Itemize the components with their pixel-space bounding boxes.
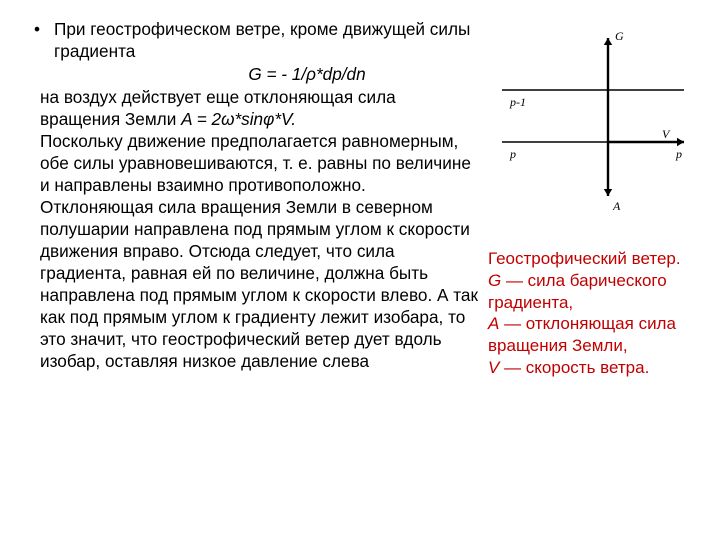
lead-text: При геострофическом ветре, кроме движуще… [54,19,470,61]
svg-text:V: V [662,127,671,141]
caption-v-desc: — скорость ветра. [499,358,649,377]
svg-text:p-1: p-1 [509,95,526,109]
svg-text:G: G [615,29,624,43]
bullet-marker: • [32,18,54,86]
para3: Поскольку движение предполагается равном… [40,131,478,371]
geostrophic-diagram: p-1 p p G A V [488,18,698,240]
formula-a-inline: A = 2ω*sinφ*V. [181,109,296,129]
main-text-column: • При геострофическом ветре, кроме движу… [32,18,480,379]
diagram-caption: Геострофический ветер. G — сила барическ… [488,248,698,379]
caption-title: Геострофический ветер. [488,249,681,268]
caption-a-desc: — отклоняющая сила вращения Земли, [488,314,676,355]
svg-text:p: p [509,147,516,161]
caption-g-var: G [488,271,501,290]
caption-g-desc: — сила барического градиента, [488,271,667,312]
svg-text:A: A [612,199,621,213]
caption-v-var: V [488,358,499,377]
svg-text:p: p [675,147,682,161]
caption-a-var: A [488,314,499,333]
formula-g: G = - 1/ρ*dp/dn [134,63,480,85]
